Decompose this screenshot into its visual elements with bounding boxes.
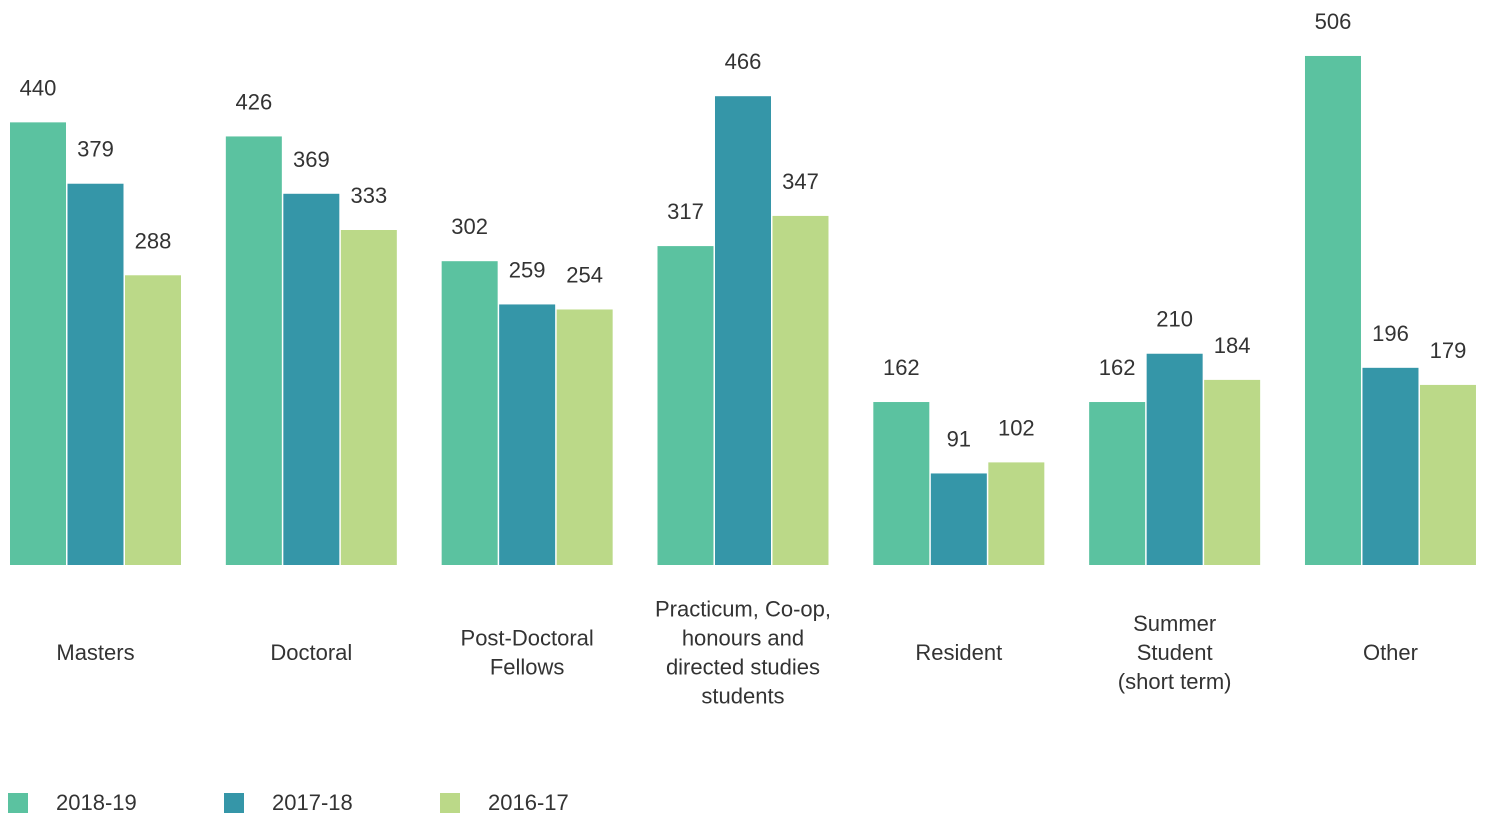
bar-5-0 bbox=[1089, 402, 1146, 565]
value-label-0-0: 440 bbox=[20, 75, 57, 100]
value-label-2-2: 254 bbox=[566, 262, 603, 287]
value-label-3-2: 347 bbox=[782, 169, 819, 194]
bar-2-2 bbox=[556, 309, 613, 565]
category-label-line: Other bbox=[1363, 640, 1418, 665]
category-label-5: Summer Student (short term) bbox=[1118, 611, 1232, 694]
legend: 2018-19 2017-18 2016-17 bbox=[0, 788, 1485, 818]
category-label-line: (short term) bbox=[1118, 669, 1232, 694]
category-label-6: Other bbox=[1363, 640, 1418, 665]
bar-5-2 bbox=[1204, 379, 1261, 565]
category-label-line: directed studies bbox=[666, 655, 820, 680]
value-labels-group: 440 379 288 426 369 333 302 259 254 317 466 347 162 9… bbox=[20, 9, 1467, 451]
legend-label-2017-18: 2017-18 bbox=[272, 790, 353, 815]
value-label-5-2: 184 bbox=[1214, 333, 1251, 358]
bar-1-1 bbox=[283, 193, 340, 565]
value-label-0-1: 379 bbox=[77, 137, 114, 162]
category-label-line: students bbox=[701, 684, 784, 709]
value-label-3-0: 317 bbox=[667, 199, 704, 224]
value-label-5-0: 162 bbox=[1099, 355, 1136, 380]
category-label-0: Masters bbox=[56, 640, 134, 665]
bar-chart: 440 379 288 426 369 333 302 259 254 317 466 347 162 9… bbox=[10, 9, 1476, 709]
value-label-5-1: 210 bbox=[1156, 307, 1193, 332]
category-label-line: Doctoral bbox=[270, 640, 352, 665]
legend-item-2016-17: 2016-17 bbox=[440, 788, 569, 818]
value-label-2-1: 259 bbox=[509, 257, 546, 282]
bar-4-1 bbox=[930, 473, 987, 565]
value-label-1-0: 426 bbox=[235, 89, 272, 114]
bar-3-1 bbox=[714, 96, 771, 565]
value-label-4-2: 102 bbox=[998, 415, 1035, 440]
bar-5-1 bbox=[1146, 353, 1203, 565]
legend-label-2018-19: 2018-19 bbox=[56, 790, 137, 815]
bar-4-2 bbox=[988, 462, 1045, 565]
value-label-4-1: 91 bbox=[947, 426, 971, 451]
category-label-2: Post-Doctoral Fellows bbox=[461, 626, 594, 680]
bar-4-0 bbox=[873, 402, 930, 565]
category-label-line: Student bbox=[1137, 640, 1213, 665]
legend-swatch-2017-18 bbox=[224, 793, 244, 813]
value-label-2-0: 302 bbox=[451, 214, 488, 239]
category-labels-group: Masters Doctoral Post-Doctoral Fellows Pract… bbox=[56, 597, 1418, 709]
legend-item-2018-19: 2018-19 bbox=[8, 788, 137, 818]
bar-2-0 bbox=[441, 261, 498, 565]
bar-1-2 bbox=[340, 230, 397, 565]
bar-3-0 bbox=[657, 246, 714, 565]
bar-6-1 bbox=[1362, 367, 1419, 565]
bar-2-1 bbox=[499, 304, 556, 565]
bar-0-0 bbox=[10, 122, 66, 566]
category-label-line: Summer bbox=[1133, 611, 1216, 636]
value-label-1-2: 333 bbox=[350, 183, 387, 208]
bar-0-1 bbox=[67, 183, 124, 565]
category-label-line: Fellows bbox=[490, 655, 565, 680]
category-label-line: Masters bbox=[56, 640, 134, 665]
category-label-line: Practicum, Co-op, bbox=[655, 597, 831, 622]
legend-label-2016-17: 2016-17 bbox=[488, 790, 569, 815]
value-label-0-2: 288 bbox=[135, 228, 172, 253]
legend-swatch-2018-19 bbox=[8, 793, 28, 813]
value-label-6-0: 506 bbox=[1315, 9, 1352, 34]
legend-swatch-2016-17 bbox=[440, 793, 460, 813]
bar-1-0 bbox=[225, 136, 282, 565]
bar-3-2 bbox=[772, 215, 829, 565]
value-label-6-2: 179 bbox=[1430, 338, 1467, 363]
category-label-3: Practicum, Co-op, honours and directed stu… bbox=[655, 597, 831, 709]
legend-item-2017-18: 2017-18 bbox=[224, 788, 353, 818]
category-label-4: Resident bbox=[915, 640, 1002, 665]
bar-6-2 bbox=[1419, 384, 1476, 565]
category-label-line: Post-Doctoral bbox=[461, 626, 594, 651]
bars-group bbox=[10, 55, 1476, 566]
value-label-4-0: 162 bbox=[883, 355, 920, 380]
category-label-1: Doctoral bbox=[270, 640, 352, 665]
category-label-line: Resident bbox=[915, 640, 1002, 665]
value-label-1-1: 369 bbox=[293, 147, 330, 172]
value-label-3-1: 466 bbox=[725, 49, 762, 74]
bar-6-0 bbox=[1304, 55, 1361, 566]
value-label-6-1: 196 bbox=[1372, 321, 1409, 346]
bar-0-2 bbox=[125, 275, 181, 565]
category-label-line: honours and bbox=[682, 626, 804, 651]
